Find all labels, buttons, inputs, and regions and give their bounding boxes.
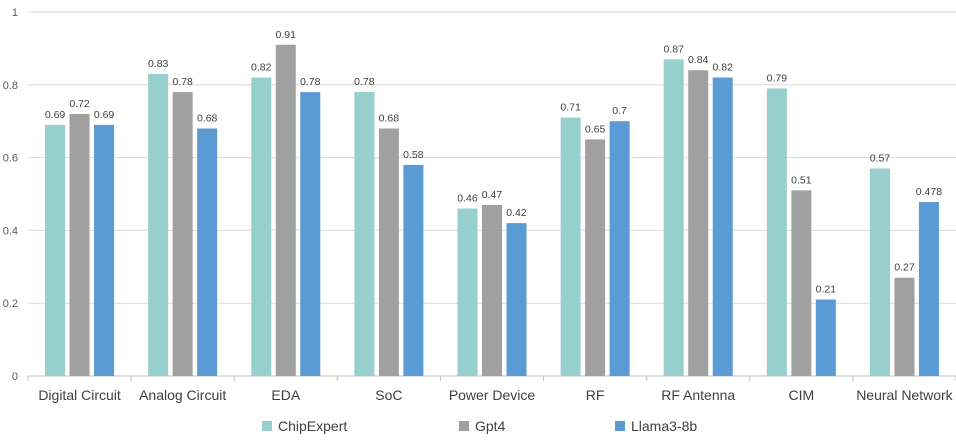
data-label: 0.57 (870, 153, 891, 165)
y-tick-label: 0.6 (3, 153, 18, 165)
bar (585, 139, 606, 376)
bar (403, 164, 424, 376)
legend[interactable]: ChipExpert Gpt4 Llama3-8b (262, 418, 697, 434)
data-label: 0.72 (69, 98, 90, 110)
bar (148, 73, 169, 376)
data-label: 0.42 (506, 207, 527, 219)
category-label: RF Antenna (661, 387, 735, 403)
bar (354, 92, 375, 376)
y-tick-label: 0 (12, 371, 18, 383)
data-label: 0.21 (816, 284, 837, 296)
bar (766, 88, 787, 376)
category-label: Neural Network (856, 387, 953, 403)
category-labels: Digital Circuit Analog Circuit EDA SoC Power… (38, 387, 953, 403)
category-label: RF (586, 387, 605, 403)
bar (506, 223, 527, 376)
legend-swatch (262, 421, 272, 431)
data-label: 0.47 (482, 189, 503, 201)
bar (609, 121, 630, 376)
bar (94, 124, 115, 376)
category-label: EDA (271, 387, 300, 403)
category-label: SoC (375, 387, 402, 403)
bar (712, 77, 733, 377)
bar (663, 59, 684, 376)
data-label: 0.84 (688, 54, 709, 66)
bar (894, 277, 915, 376)
data-label: 0.68 (379, 112, 400, 124)
bar (197, 128, 218, 376)
bar (869, 168, 890, 376)
data-label: 0.65 (585, 123, 606, 135)
data-label: 0.51 (791, 174, 812, 186)
bar (560, 117, 581, 376)
bar (172, 92, 193, 376)
bar (275, 44, 296, 376)
data-label: 0.78 (172, 76, 193, 88)
data-label: 0.478 (916, 186, 942, 198)
data-labels: 0.690.720.690.830.780.680.820.910.78 0.78… (45, 29, 942, 296)
category-label: CIM (788, 387, 814, 403)
data-label: 0.82 (713, 62, 734, 74)
bar (457, 208, 478, 376)
category-label: Power Device (449, 387, 536, 403)
legend-label: ChipExpert (278, 418, 347, 434)
y-tick-label: 0.2 (3, 298, 18, 310)
data-label: 0.58 (403, 149, 424, 161)
data-label: 0.69 (94, 109, 115, 121)
data-label: 0.71 (560, 102, 581, 114)
bar (251, 77, 272, 377)
legend-swatch (459, 421, 469, 431)
data-label: 0.68 (197, 112, 218, 124)
bar (45, 124, 66, 376)
data-label: 0.78 (354, 76, 375, 88)
bar (791, 190, 812, 376)
axes: 0 0.2 0.4 0.6 0.8 1 (3, 7, 956, 383)
data-label: 0.69 (45, 109, 66, 121)
data-label: 0.83 (148, 58, 169, 70)
category-label: Analog Circuit (139, 387, 226, 403)
legend-item[interactable]: Llama3-8b (615, 418, 697, 434)
bar (815, 299, 836, 376)
category-label: Digital Circuit (38, 387, 121, 403)
bar (378, 128, 399, 376)
legend-item[interactable]: ChipExpert (262, 418, 347, 434)
legend-label: Gpt4 (475, 418, 506, 434)
data-label: 0.78 (300, 76, 321, 88)
legend-swatch (615, 421, 625, 431)
data-label: 0.7 (612, 105, 627, 117)
y-tick-label: 1 (12, 7, 18, 19)
data-label: 0.46 (457, 193, 478, 205)
bar (688, 70, 709, 377)
data-label: 0.87 (664, 43, 685, 55)
data-label: 0.91 (276, 29, 297, 41)
bar (300, 92, 321, 376)
legend-label: Llama3-8b (631, 418, 697, 434)
y-tick-label: 0.8 (3, 80, 18, 92)
data-label: 0.82 (251, 62, 272, 74)
data-label: 0.79 (767, 72, 788, 84)
y-tick-label: 0.4 (3, 225, 18, 237)
bar (918, 202, 939, 376)
bars (45, 44, 939, 377)
bar (482, 204, 502, 376)
data-label: 0.27 (894, 262, 915, 274)
bar (69, 113, 90, 377)
legend-item[interactable]: Gpt4 (459, 418, 506, 434)
